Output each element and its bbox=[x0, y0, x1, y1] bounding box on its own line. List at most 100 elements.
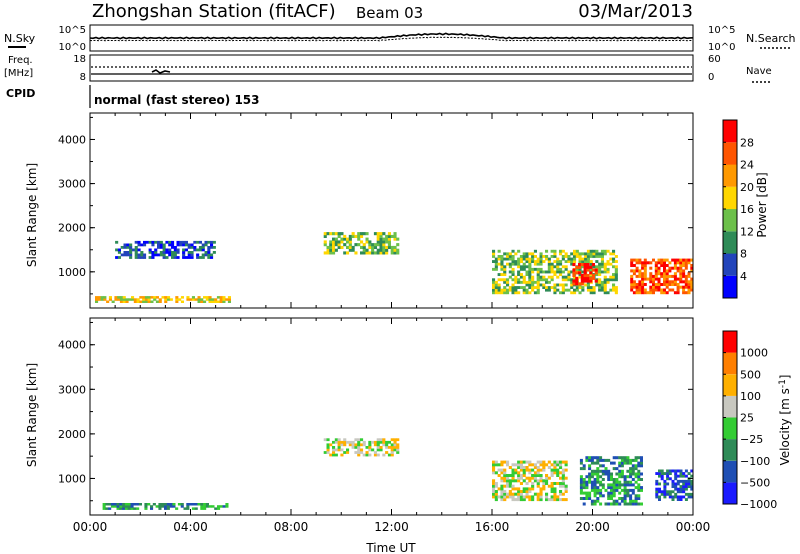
power-echo-cell bbox=[663, 291, 666, 295]
velocity-echo-cell bbox=[612, 480, 616, 484]
power-echo-cell bbox=[578, 255, 582, 258]
velocity-echo-cell bbox=[615, 499, 619, 503]
power-echo-cell bbox=[630, 285, 634, 289]
velocity-echo-cell bbox=[620, 461, 624, 465]
velocity-echo-cell bbox=[506, 476, 510, 480]
power-echo-cell bbox=[635, 274, 639, 278]
power-echo-cell bbox=[494, 291, 498, 295]
velocity-echo-cell bbox=[511, 463, 515, 467]
power-echo-cell bbox=[564, 288, 568, 292]
power-echo-cell bbox=[519, 267, 523, 271]
power-echo-cell bbox=[663, 277, 666, 281]
power-echo-cell bbox=[137, 248, 141, 252]
power-panel-frame bbox=[89, 112, 694, 309]
power-echo-cell bbox=[117, 296, 121, 299]
power-echo-cell bbox=[522, 267, 526, 271]
velocity-echo-cell bbox=[564, 490, 568, 493]
velocity-echo-cell bbox=[136, 507, 140, 510]
velocity-echo-cell bbox=[682, 474, 686, 478]
velocity-echo-cell bbox=[615, 483, 619, 487]
power-echo-cell bbox=[630, 277, 634, 281]
power-echo-cell bbox=[208, 298, 212, 301]
power-echo-cell bbox=[547, 286, 551, 289]
power-colorbar-tick-label: 16 bbox=[740, 203, 754, 216]
velocity-echo-cell bbox=[536, 460, 540, 464]
power-echo-cell bbox=[663, 269, 666, 273]
power-echo-cell bbox=[227, 298, 231, 301]
power-echo-cell bbox=[176, 256, 180, 259]
power-echo-cell bbox=[385, 237, 389, 241]
velocity-echo-cell bbox=[105, 507, 109, 510]
velocity-echo-cell bbox=[494, 484, 498, 488]
power-echo-cell bbox=[360, 245, 364, 249]
velocity-echo-cell bbox=[637, 478, 641, 481]
velocity-echo-cell bbox=[623, 483, 627, 487]
power-echo-cell bbox=[114, 296, 118, 299]
velocity-echo-cell bbox=[506, 460, 510, 464]
velocity-x-tick-label: 12:00 bbox=[374, 520, 409, 534]
power-echo-cell bbox=[668, 261, 672, 265]
velocity-echo-cell bbox=[368, 440, 372, 444]
power-echo-cell bbox=[589, 279, 593, 283]
velocity-echo-cell bbox=[666, 474, 670, 478]
power-echo-cell bbox=[148, 251, 152, 254]
velocity-echo-cell bbox=[585, 480, 589, 484]
velocity-echo-cell bbox=[519, 460, 523, 464]
velocity-echo-cell bbox=[354, 446, 358, 449]
power-echo-cell bbox=[500, 291, 504, 295]
power-echo-cell bbox=[690, 285, 694, 289]
power-echo-cell bbox=[134, 253, 138, 257]
power-echo-cell bbox=[151, 243, 155, 247]
power-echo-cell bbox=[329, 248, 333, 252]
velocity-echo-cell bbox=[376, 443, 380, 447]
power-echo-cell bbox=[652, 288, 655, 292]
velocity-echo-cell bbox=[634, 467, 638, 471]
velocity-echo-cell bbox=[640, 478, 643, 481]
power-echo-cell bbox=[164, 296, 168, 299]
power-echo-cell bbox=[126, 251, 130, 254]
power-colorbar-segment bbox=[723, 164, 737, 187]
power-x-ticks bbox=[89, 113, 694, 308]
velocity-echo-cell bbox=[533, 479, 537, 483]
velocity-echo-cell bbox=[550, 495, 554, 499]
power-echo-cell bbox=[528, 273, 532, 276]
power-echo-cell bbox=[592, 286, 596, 289]
velocity-echo-cell bbox=[503, 490, 507, 493]
power-echo-cell bbox=[643, 264, 647, 267]
velocity-echo-cell bbox=[684, 485, 688, 488]
power-echo-cell bbox=[584, 252, 588, 256]
power-echo-cell bbox=[646, 277, 650, 281]
velocity-echo-cell bbox=[161, 503, 165, 506]
velocity-echo-cell bbox=[503, 474, 507, 477]
power-echo-cell bbox=[581, 257, 585, 261]
power-echo-cell bbox=[225, 298, 229, 301]
velocity-echo-cell bbox=[376, 453, 380, 457]
power-echo-cell bbox=[643, 288, 647, 292]
velocity-echo-cell bbox=[596, 491, 600, 495]
power-echo-cell bbox=[525, 280, 529, 284]
power-echo-cell bbox=[600, 252, 604, 256]
power-echo-cell bbox=[365, 237, 369, 241]
power-echo-cell bbox=[614, 278, 618, 282]
velocity-echo-cell bbox=[682, 490, 686, 494]
power-echo-cell bbox=[519, 286, 523, 289]
power-echo-cell bbox=[332, 237, 336, 241]
power-echo-cell bbox=[528, 252, 532, 256]
power-echo-cell bbox=[506, 257, 510, 261]
velocity-echo-cell bbox=[346, 451, 350, 454]
velocity-echo-cell bbox=[225, 505, 229, 508]
power-echo-cell bbox=[382, 232, 386, 236]
power-echo-cell bbox=[117, 248, 121, 252]
velocity-echo-cell bbox=[357, 453, 361, 457]
velocity-echo-cell bbox=[494, 498, 498, 502]
velocity-echo-cell bbox=[539, 490, 543, 493]
velocity-echo-cell bbox=[601, 458, 605, 462]
velocity-echo-cell bbox=[547, 476, 551, 480]
power-echo-cell bbox=[545, 257, 549, 261]
velocity-echo-cell bbox=[561, 482, 565, 485]
velocity-echo-cell bbox=[582, 467, 586, 471]
velocity-echo-cell bbox=[658, 469, 661, 473]
velocity-echo-cell bbox=[127, 507, 131, 510]
power-echo-cell bbox=[123, 251, 127, 254]
